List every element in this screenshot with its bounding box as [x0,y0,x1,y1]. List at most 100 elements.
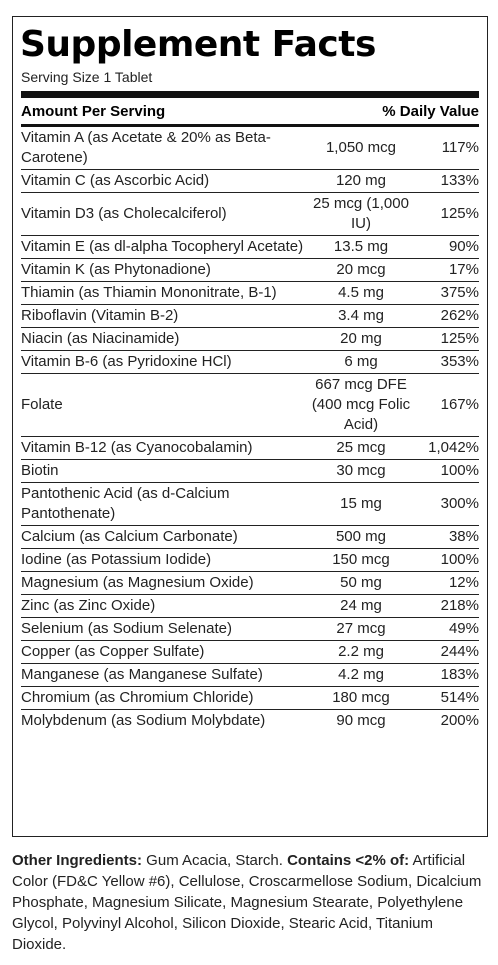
nutrient-amount: 2.2 mg [338,643,384,660]
nutrient-row: Thiamin (as Thiamin Mononitrate, B-1) 4.5… [21,282,479,305]
daily-value-header: % Daily Value [382,102,479,120]
nutrient-name: Molybdenum (as Sodium Molybdate) [21,712,266,729]
nutrient-amount: 25 mcg [336,439,386,456]
nutrient-dv: 17% [448,261,479,278]
nutrient-name: Selenium (as Sodium Selenate) [21,620,232,637]
nutrient-row: Magnesium (as Magnesium Oxide) 50 mg 12% [21,572,479,595]
nutrient-dv: 38% [448,528,479,545]
nutrient-amount: 50 mg [340,574,382,591]
nutrient-name: Thiamin (as Thiamin Mononitrate, B-1) [21,284,277,301]
nutrient-amount: 27 mcg [336,620,386,637]
nutrient-dv: 244% [440,643,479,660]
nutrient-amount: 24 mg [340,597,382,614]
nutrient-amount: 13.5 mg [333,238,389,255]
nutrient-amount: 120 mg [335,172,387,189]
nutrient-row: Vitamin A (as Acetate & 20% as Beta-Caro… [21,127,479,170]
nutrient-dv: 514% [440,689,479,706]
nutrient-row: Calcium (as Calcium Carbonate) 500 mg 38% [21,526,479,549]
nutrient-dv: 167% [440,396,479,413]
nutrient-dv: 353% [440,353,479,370]
nutrient-row: Vitamin B-6 (as Pyridoxine HCl) 6 mg 353% [21,351,479,374]
nutrient-dv: 218% [440,597,479,614]
nutrient-dv: 90% [448,238,479,255]
nutrient-dv: 100% [440,551,479,568]
nutrient-amount: 30 mcg [336,462,386,479]
contains-value: Artificial Color (FD&C Yellow #6), Cellu… [12,852,482,953]
nutrient-name: Copper (as Copper Sulfate) [21,643,205,660]
nutrient-name: Biotin [21,462,59,479]
nutrient-row: Molybdenum (as Sodium Molybdate) 90 mcg 20… [21,710,479,732]
other-ingredients-label: Other Ingredients: [12,852,143,869]
nutrient-name: Vitamin A (as Acetate & 20% as Beta-Caro… [21,129,271,166]
nutrient-name: Folate [21,396,63,413]
nutrient-amount: 15 mg [340,495,382,512]
supplement-facts-panel: Supplement Facts Serving Size 1 Tablet A… [12,16,488,837]
nutrient-row: Iodine (as Potassium Iodide) 150 mcg 100% [21,549,479,572]
nutrient-dv: 49% [448,620,479,637]
nutrient-name: Riboflavin (Vitamin B-2) [21,307,179,324]
nutrient-name: Magnesium (as Magnesium Oxide) [21,574,254,591]
nutrient-amount: 90 mcg [336,712,386,729]
nutrient-row: Niacin (as Niacinamide) 20 mg 125% [21,328,479,351]
nutrient-amount: 20 mg [340,330,382,347]
serving-size: Serving Size 1 Tablet [21,69,153,85]
nutrient-amount: 1,050 mcg [325,139,397,156]
nutrient-row: Vitamin D3 (as Cholecalciferol) 25 mcg (1… [21,193,479,236]
nutrient-dv: 133% [440,172,479,189]
other-ingredients-value: Gum Acacia, Starch. [142,852,288,869]
amount-header: Amount Per Serving [21,102,166,120]
ingredients-text: Other Ingredients: Gum Acacia, Starch. C… [12,850,490,955]
nutrient-dv: 125% [440,205,479,222]
nutrient-amount: 25 mcg (1,000 IU) [313,195,409,232]
nutrient-amount: 150 mcg [332,551,390,568]
nutrient-dv: 125% [440,330,479,347]
nutrient-row: Vitamin B-12 (as Cyanocobalamin) 25 mcg 1,… [21,437,479,460]
nutrient-amount: 180 mcg [332,689,390,706]
nutrient-name: Vitamin B-6 (as Pyridoxine HCl) [21,353,232,370]
nutrient-name: Vitamin B-12 (as Cyanocobalamin) [21,439,253,456]
nutrient-amount: 20 mcg [336,261,386,278]
nutrient-row: Manganese (as Manganese Sulfate) 4.2 mg 18… [21,664,479,687]
contains-label: Contains <2% of: [287,852,410,869]
nutrient-dv: 375% [440,284,479,301]
nutrient-dv: 300% [440,495,479,512]
nutrient-row: Vitamin C (as Ascorbic Acid) 120 mg 133% [21,170,479,193]
thick-divider [21,91,479,98]
nutrient-name: Vitamin K (as Phytonadione) [21,261,211,278]
nutrient-name: Pantothenic Acid (as d-Calcium Pantothen… [21,485,230,522]
nutrient-name: Iodine (as Potassium Iodide) [21,551,212,568]
nutrient-amount: 6 mg [344,353,378,370]
nutrient-dv: 117% [441,139,479,156]
nutrient-name: Vitamin E (as dl-alpha Tocopheryl Acetat… [21,238,304,255]
nutrient-dv: 262% [440,307,479,324]
nutrient-row: Pantothenic Acid (as d-Calcium Pantothen… [21,483,479,526]
nutrient-dv: 200% [440,712,479,729]
nutrient-name: Zinc (as Zinc Oxide) [21,597,156,614]
nutrient-row: Vitamin E (as dl-alpha Tocopheryl Acetat… [21,236,479,259]
table-header: Amount Per Serving % Daily Value [21,98,479,127]
nutrient-dv: 1,042% [428,439,479,456]
nutrient-name: Vitamin D3 (as Cholecalciferol) [21,205,227,222]
nutrient-row: Chromium (as Chromium Chloride) 180 mcg 51… [21,687,479,710]
nutrient-dv: 12% [448,574,479,591]
nutrient-row: Zinc (as Zinc Oxide) 24 mg 218% [21,595,479,618]
nutrient-amount: 4.5 mg [338,284,384,301]
nutrient-name: Chromium (as Chromium Chloride) [21,689,254,706]
nutrient-amount: 4.2 mg [338,666,384,683]
nutrient-dv: 100% [440,462,479,479]
panel-title: Supplement Facts [20,24,376,65]
nutrient-name: Vitamin C (as Ascorbic Acid) [21,172,210,189]
nutrient-name: Manganese (as Manganese Sulfate) [21,666,263,683]
nutrient-amount: 667 mcg DFE (400 mcg Folic Acid) [311,376,411,433]
nutrient-row: Biotin 30 mcg 100% [21,460,479,483]
nutrient-name: Niacin (as Niacinamide) [21,330,180,347]
nutrient-list: Vitamin A (as Acetate & 20% as Beta-Caro… [21,127,479,732]
nutrient-row: Copper (as Copper Sulfate) 2.2 mg 244% [21,641,479,664]
nutrient-name: Calcium (as Calcium Carbonate) [21,528,238,545]
nutrient-amount: 500 mg [335,528,387,545]
nutrient-row: Selenium (as Sodium Selenate) 27 mcg 49% [21,618,479,641]
nutrient-dv: 183% [440,666,479,683]
nutrient-row: Vitamin K (as Phytonadione) 20 mcg 17% [21,259,479,282]
nutrient-row: Riboflavin (Vitamin B-2) 3.4 mg 262% [21,305,479,328]
nutrient-row: Folate 667 mcg DFE (400 mcg Folic Acid) 16… [21,374,479,437]
